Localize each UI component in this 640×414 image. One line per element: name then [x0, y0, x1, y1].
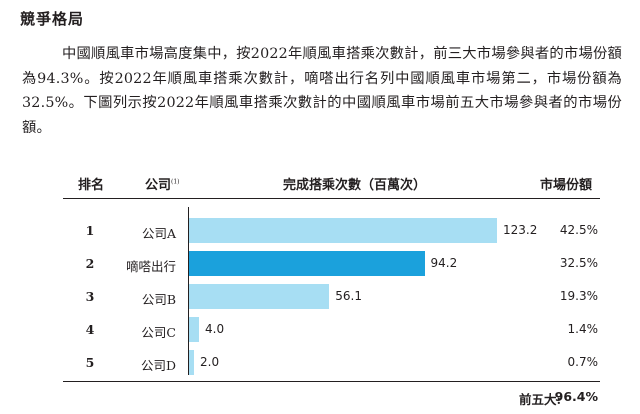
- rank-cell: 1: [85, 223, 95, 238]
- company-header: 公司(1): [145, 174, 180, 193]
- share-cell: 42.5%: [559, 223, 598, 237]
- rank-cell: 3: [85, 289, 95, 304]
- ride-bar: [189, 251, 425, 276]
- ride-bar: [189, 350, 194, 375]
- bar-axis: [188, 207, 189, 375]
- footer-rule: [63, 381, 600, 382]
- share-cell: 19.3%: [559, 289, 598, 303]
- company-cell: 公司B: [141, 292, 176, 307]
- section-heading: 競爭格局: [20, 10, 85, 28]
- share-cell: 32.5%: [559, 256, 598, 270]
- ride-value-label: 123.2: [503, 223, 538, 237]
- share-cell: 0.7%: [567, 355, 599, 369]
- ride-bar: [189, 284, 330, 309]
- ride-value-label: 56.1: [335, 289, 362, 303]
- share-header: 市場份額: [540, 178, 593, 193]
- total-label: 前五大:: [519, 392, 562, 407]
- company-header-footnote: (1): [171, 178, 180, 186]
- intro-paragraph: 中國順風車市場高度集中，按2022年順風車搭乘次數計，前三大市場參與者的市場份額…: [22, 46, 622, 136]
- header-rule: [63, 198, 600, 199]
- ride-value-label: 94.2: [430, 256, 458, 270]
- share-cell: 1.4%: [567, 322, 599, 336]
- ride-value-label: 4.0: [205, 322, 225, 336]
- rank-cell: 2: [85, 256, 95, 271]
- ride-value-label: 2.0: [200, 355, 220, 369]
- company-cell: 嘀嗒出行: [125, 259, 176, 274]
- company-cell: 公司C: [141, 325, 176, 340]
- ride-bar: [189, 218, 497, 243]
- rank-cell: 5: [85, 355, 95, 370]
- company-cell: 公司D: [140, 358, 176, 373]
- rank-header: 排名: [78, 178, 105, 193]
- ride-bar: [189, 317, 199, 342]
- total-share: 96.4%: [554, 389, 598, 404]
- company-header-label: 公司: [145, 178, 172, 193]
- rank-cell: 4: [85, 322, 95, 337]
- company-cell: 公司A: [141, 226, 176, 241]
- rides-header: 完成搭乘次數（百萬次）: [283, 178, 427, 193]
